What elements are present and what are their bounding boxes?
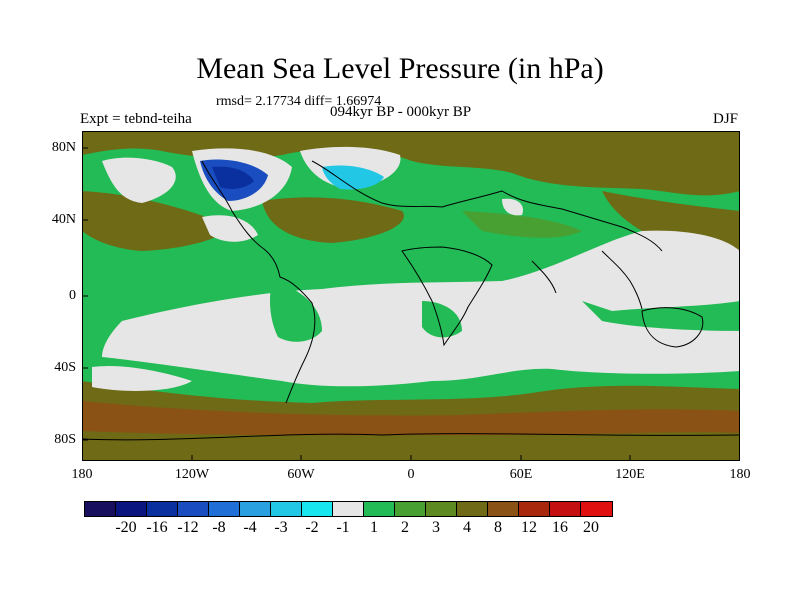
us-white (202, 215, 258, 242)
lat-label: 40S (54, 360, 76, 375)
colorbar-box (457, 502, 488, 516)
north-pacific-high (82, 191, 227, 251)
south-america-green (270, 281, 322, 342)
lon-label: 180 (71, 467, 93, 482)
plot-title: Mean Sea Level Pressure (in hPa) (196, 52, 604, 85)
colorbar-box (302, 502, 333, 516)
lon-label: 120E (615, 467, 645, 482)
lat-label: 80S (54, 432, 76, 447)
africa-south-green (422, 301, 462, 338)
axis-ticks (82, 147, 631, 461)
colorbar-label: 16 (552, 519, 568, 536)
greenland-cyan (322, 165, 384, 190)
colorbar-label: -1 (336, 519, 350, 536)
sw-pacific-white (92, 365, 192, 391)
north-atlantic-high (262, 197, 404, 243)
colorbar-box (488, 502, 519, 516)
colorbar-label: -8 (212, 519, 226, 536)
colorbar-label: -12 (177, 519, 199, 536)
colorbar-box (581, 502, 612, 516)
colorbar-box (364, 502, 395, 516)
colorbar (84, 501, 613, 517)
colorbar-box (240, 502, 271, 516)
colorbar-label: -4 (243, 519, 257, 536)
colorbar-box (271, 502, 302, 516)
lon-label: 0 (407, 467, 415, 482)
experiment-label: Expt = tebnd-teiha (80, 111, 192, 127)
lat-label: 80N (51, 140, 76, 155)
colorbar-box (85, 502, 116, 516)
north-pacific-white (102, 157, 176, 203)
colorbar-label: -16 (146, 519, 168, 536)
antarctic-edge (82, 431, 740, 461)
colorbar-label: 1 (370, 519, 378, 536)
colorbar-label: 12 (521, 519, 537, 536)
lon-label: 60E (509, 467, 533, 482)
colorbar-box (333, 502, 364, 516)
asia-band (462, 211, 582, 238)
colorbar-label: -2 (305, 519, 319, 536)
colorbar-box (426, 502, 457, 516)
colorbar-label: -3 (274, 519, 288, 536)
colorbar-box (550, 502, 581, 516)
lat-label: 40N (51, 212, 76, 227)
colorbar-box (209, 502, 240, 516)
pressure-map (82, 131, 740, 461)
season-label: DJF (713, 111, 739, 127)
southern-white-belt (102, 230, 740, 387)
colorbar-label: 20 (583, 519, 599, 536)
mideast-white (502, 198, 524, 216)
colorbar-box (519, 502, 550, 516)
colorbar-box (178, 502, 209, 516)
lon-label: 60W (287, 467, 315, 482)
colorbar-box (147, 502, 178, 516)
canada-deep-blue (212, 166, 254, 189)
colorbar-box (116, 502, 147, 516)
stats-label: rmsd= 2.17734 diff= 1.66974 (216, 94, 382, 109)
colorbar-box (395, 502, 426, 516)
lon-label: 120W (174, 467, 210, 482)
colorbar-label: 3 (432, 519, 440, 536)
coastlines (82, 160, 740, 441)
colorbar-label: 8 (494, 519, 502, 536)
colorbar-label: -20 (115, 519, 137, 536)
colorbar-label: 2 (401, 519, 409, 536)
lon-label: 180 (729, 467, 751, 482)
period-label: 094kyr BP - 000kyr BP (330, 104, 472, 120)
colorbar-label: 4 (463, 519, 471, 536)
northern-band (82, 131, 740, 196)
lat-label: 0 (69, 288, 76, 303)
